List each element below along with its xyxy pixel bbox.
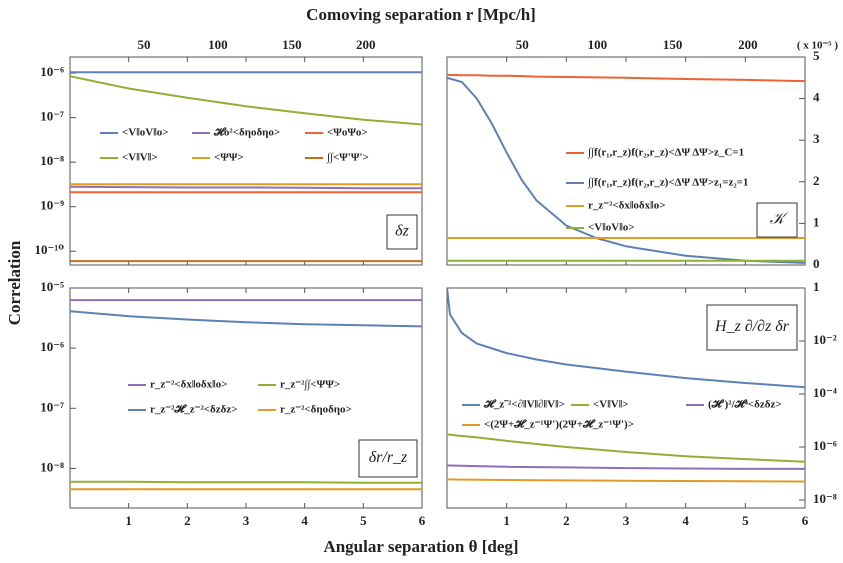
legend-label: <(2Ψ+𝓗_z⁻¹Ψ')(2Ψ+𝓗_z⁻¹Ψ')> <box>484 419 634 431</box>
x-tick-label: 4 <box>301 513 308 528</box>
x-tick-label: 6 <box>419 513 426 528</box>
legend-label: r_z⁻²𝓗_z⁻²<δzδz> <box>150 404 238 416</box>
y-tick-label: 10⁻⁶ <box>40 64 64 79</box>
legend-label: <V‖V‖> <box>593 399 629 411</box>
annotation: δr/r_z <box>369 449 408 466</box>
legend-label: ∫∫f(r₁,r_z)f(r₂,r_z)<ΔΨ ΔΨ>z_C=1 <box>587 147 744 159</box>
annotation-box <box>386 214 418 250</box>
top-tick-label: 50 <box>137 37 150 52</box>
x-tick-label: 3 <box>243 513 250 528</box>
legend-label: (𝓗')²/𝓗⁴<δzδz> <box>708 399 782 411</box>
top-tick-label: 100 <box>208 37 228 52</box>
annotation: δz <box>395 223 409 240</box>
y-axis-label: Correlation <box>5 240 24 325</box>
top-tick-label: 150 <box>663 37 683 52</box>
y-tick-label: 10⁻⁷ <box>40 399 64 414</box>
y-tick-label: 10⁻⁷ <box>40 109 64 124</box>
y-tick-label: 0 <box>813 256 820 271</box>
top-tick-label: 50 <box>516 37 529 52</box>
x-tick-label: 5 <box>742 513 749 528</box>
top-tick-label: 150 <box>282 37 302 52</box>
y-tick-label: 10⁻⁵ <box>40 279 64 294</box>
legend-label: ∫∫f(r₁,r_z)f(r₂,r_z)<ΔΨ ΔΨ>z₁=z₂=1 <box>587 177 748 189</box>
y-tick-label: 5 <box>813 48 820 63</box>
legend-label: <V‖oV‖o> <box>122 127 169 139</box>
legend-label: <V‖V‖> <box>122 152 158 164</box>
legend-label: <V‖oV‖o> <box>588 222 635 234</box>
x-tick-label: 2 <box>563 513 570 528</box>
y-tick-label: 1 <box>813 214 820 229</box>
x-tick-label: 6 <box>802 513 809 528</box>
legend-label: r_z⁻²<δηoδηo> <box>280 404 352 416</box>
x-axis-label: Angular separation θ [deg] <box>323 537 518 556</box>
top-tick-label: 200 <box>356 37 376 52</box>
y-tick-label: 10⁻⁴ <box>813 385 837 400</box>
annotation-box <box>358 439 418 478</box>
annotation-box <box>756 202 798 238</box>
y-tick-label: 10⁻⁶ <box>813 438 837 453</box>
series-line <box>447 433 805 463</box>
top-axis-label: Comoving separation r [Mpc/h] <box>306 5 536 24</box>
y-tick-label: 3 <box>813 131 820 146</box>
x-tick-label: 1 <box>503 513 510 528</box>
legend-label: 𝓗o²<δηoδηo> <box>213 127 280 139</box>
legend-label: <ΨoΨo> <box>327 127 368 139</box>
y-tick-label: 10⁻⁸ <box>40 459 64 474</box>
legend-label: r_z⁻²<δx‖oδx‖o> <box>150 379 227 391</box>
y-tick-label: 10⁻¹⁰ <box>35 242 65 257</box>
y-tick-label: 2 <box>813 173 820 188</box>
y-tick-label: 10⁻² <box>813 332 837 347</box>
series-line <box>70 480 422 484</box>
series-line <box>70 75 422 126</box>
y-tick-label: 4 <box>813 90 820 105</box>
legend-label: <ΨΨ> <box>214 152 244 164</box>
legend-label: 𝓗_z⁻²<∂‖V‖∂‖V‖> <box>483 399 565 411</box>
y-tick-label: 10⁻⁶ <box>40 339 64 354</box>
x-tick-label: 4 <box>682 513 689 528</box>
annotation-box <box>706 304 798 351</box>
x-tick-label: 2 <box>184 513 191 528</box>
legend-label: r_z⁻²∫∫<ΨΨ> <box>280 379 340 391</box>
y-tick-label: 10⁻⁸ <box>813 491 837 506</box>
series-line <box>447 76 805 264</box>
top-tick-label: 100 <box>588 37 608 52</box>
x-tick-label: 5 <box>360 513 367 528</box>
x-tick-label: 3 <box>623 513 630 528</box>
plot-frame <box>446 56 806 266</box>
y-tick-label: 10⁻⁸ <box>40 153 64 168</box>
series-line <box>70 310 422 328</box>
y-multiplier: ( x 10⁻⁵ ) <box>797 40 839 52</box>
x-tick-label: 1 <box>125 513 132 528</box>
legend-label: r_z⁻²<δx‖oδx‖o> <box>588 200 665 212</box>
series-line <box>447 73 805 83</box>
legend-label: ∫∫<Ψ'Ψ'> <box>326 152 369 164</box>
y-tick-label: 10⁻⁹ <box>40 198 64 213</box>
series-line <box>447 464 805 470</box>
y-tick-label: 1 <box>813 279 820 294</box>
annotation: H_z ∂/∂z δr <box>714 318 790 335</box>
top-tick-label: 200 <box>738 37 758 52</box>
series-line <box>447 288 805 389</box>
series-line <box>447 478 805 483</box>
series-line <box>70 185 422 190</box>
